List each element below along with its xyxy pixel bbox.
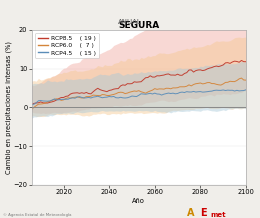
Text: ANUAL: ANUAL xyxy=(118,19,142,25)
Text: met: met xyxy=(211,211,226,218)
X-axis label: Año: Año xyxy=(132,198,145,204)
Title: SEGURA: SEGURA xyxy=(118,21,159,30)
Text: A: A xyxy=(187,208,195,218)
Text: E: E xyxy=(200,208,207,218)
Legend: RCP8.5    ( 19 ), RCP6.0    (  7 ), RCP4.5    ( 15 ): RCP8.5 ( 19 ), RCP6.0 ( 7 ), RCP4.5 ( 15… xyxy=(35,33,99,58)
Y-axis label: Cambio en precipitaciones intensas (%): Cambio en precipitaciones intensas (%) xyxy=(5,41,12,174)
Text: © Agencia Estatal de Meteorología: © Agencia Estatal de Meteorología xyxy=(3,213,71,217)
